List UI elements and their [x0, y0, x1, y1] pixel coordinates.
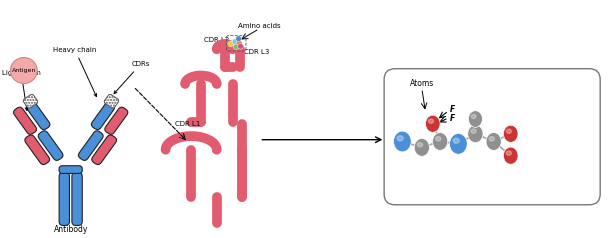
- Circle shape: [237, 44, 243, 49]
- FancyBboxPatch shape: [59, 172, 70, 225]
- Text: Light chain: Light chain: [2, 70, 41, 110]
- Ellipse shape: [450, 134, 467, 154]
- FancyBboxPatch shape: [38, 131, 63, 160]
- Ellipse shape: [426, 115, 440, 132]
- FancyBboxPatch shape: [104, 94, 119, 108]
- Ellipse shape: [486, 133, 501, 150]
- Circle shape: [235, 36, 242, 41]
- Circle shape: [236, 40, 242, 46]
- FancyBboxPatch shape: [92, 135, 117, 164]
- Ellipse shape: [428, 119, 434, 123]
- Circle shape: [228, 41, 234, 47]
- FancyBboxPatch shape: [78, 131, 103, 160]
- Ellipse shape: [506, 151, 511, 155]
- Text: CDR L3: CDR L3: [243, 49, 269, 55]
- FancyBboxPatch shape: [27, 102, 50, 130]
- Text: Heavy chain: Heavy chain: [53, 47, 96, 97]
- Ellipse shape: [417, 143, 423, 147]
- FancyBboxPatch shape: [13, 107, 37, 134]
- Text: Antigen: Antigen: [12, 68, 36, 73]
- Ellipse shape: [453, 138, 459, 143]
- FancyBboxPatch shape: [23, 94, 38, 108]
- FancyBboxPatch shape: [25, 135, 49, 164]
- Text: CDR L2: CDR L2: [204, 37, 229, 43]
- Text: CDR L1: CDR L1: [176, 121, 201, 127]
- Text: F: F: [450, 114, 455, 124]
- Ellipse shape: [503, 147, 518, 164]
- Ellipse shape: [503, 125, 518, 142]
- Circle shape: [233, 44, 239, 50]
- Circle shape: [10, 58, 37, 84]
- Ellipse shape: [468, 125, 483, 143]
- FancyBboxPatch shape: [105, 107, 128, 134]
- Ellipse shape: [471, 114, 476, 119]
- Text: CDRs: CDRs: [114, 61, 150, 94]
- Circle shape: [232, 39, 238, 45]
- FancyBboxPatch shape: [92, 102, 115, 130]
- FancyBboxPatch shape: [384, 69, 600, 205]
- Ellipse shape: [436, 137, 441, 141]
- Ellipse shape: [468, 111, 483, 127]
- Text: Amino acids: Amino acids: [238, 23, 281, 29]
- Ellipse shape: [393, 131, 411, 152]
- Text: Atoms: Atoms: [410, 79, 434, 88]
- Ellipse shape: [471, 129, 476, 133]
- Ellipse shape: [397, 136, 403, 141]
- Ellipse shape: [506, 129, 511, 133]
- FancyBboxPatch shape: [72, 172, 82, 225]
- Text: Antibody: Antibody: [54, 225, 88, 234]
- Ellipse shape: [414, 139, 429, 156]
- FancyBboxPatch shape: [59, 166, 82, 174]
- Ellipse shape: [432, 133, 448, 150]
- Text: F: F: [450, 105, 455, 114]
- Ellipse shape: [489, 137, 495, 141]
